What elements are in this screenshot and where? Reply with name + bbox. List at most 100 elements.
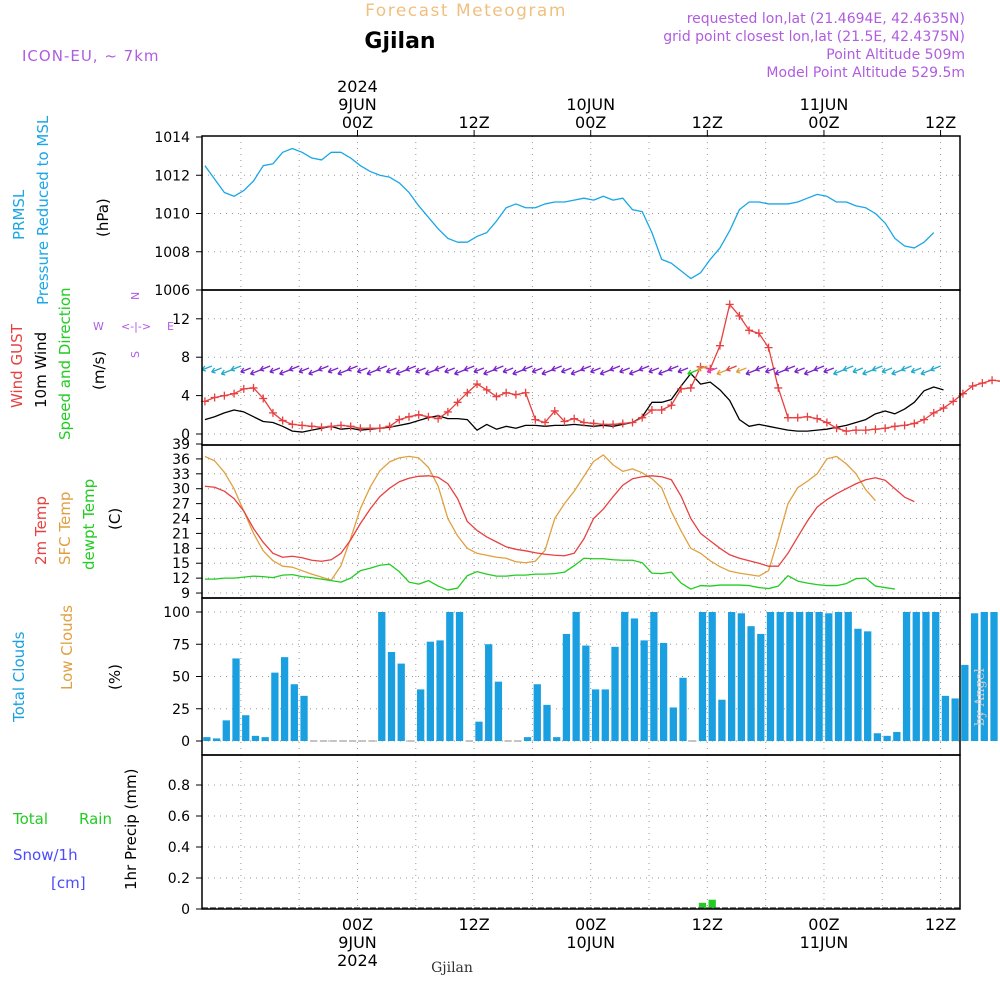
wind-arrow	[920, 369, 932, 376]
cloud-bar	[776, 612, 784, 741]
wind-ytick-label: 0	[181, 427, 190, 443]
temperature-ytick-label: 24	[172, 512, 190, 528]
gust-point	[783, 413, 792, 422]
bottom-tick-label: 00Z	[808, 915, 839, 934]
wind-arrow	[687, 369, 698, 376]
wind-arrow	[803, 369, 815, 376]
wind-arrow	[385, 367, 397, 374]
gust-point	[434, 414, 443, 423]
wind-arrow	[220, 369, 232, 376]
gust-point	[715, 341, 724, 350]
wind-arrow	[862, 369, 873, 376]
temp2m-line	[204, 475, 915, 567]
pressure-ytick-label: 1012	[154, 168, 190, 184]
temperature-ytick-label: 39	[172, 437, 190, 453]
gust-point	[414, 410, 423, 419]
cloud-bar	[523, 737, 532, 741]
gust-point	[978, 379, 987, 388]
gust-point	[939, 404, 948, 413]
pressure-ytick-label: 1010	[154, 207, 190, 223]
wind-arrow	[823, 367, 835, 374]
pressure-unit: (hPa)	[94, 198, 112, 237]
cloud-bar	[679, 677, 687, 741]
gust-point	[239, 384, 248, 393]
bottom-tick-label: 00Z	[575, 915, 606, 934]
gust-point	[278, 416, 287, 425]
gust-point	[395, 415, 404, 424]
wind-arrow	[842, 365, 854, 372]
wind-arrow	[288, 365, 300, 372]
wind-arrow	[570, 369, 582, 376]
wind-labels: Wind GUST 10m Wind Speed and Direction (…	[8, 287, 108, 440]
gust-point	[375, 424, 384, 433]
wind-arrow	[356, 367, 368, 374]
top-tick-label: 00Z	[808, 113, 839, 132]
precip-ytick-label: 0.6	[168, 809, 190, 825]
precip-ytick-label: 0.2	[168, 871, 190, 887]
gust-point	[842, 427, 851, 436]
cloud-bar	[766, 612, 775, 741]
wind-arrow	[444, 367, 456, 374]
gust-point	[997, 380, 1000, 382]
gust-point	[511, 390, 520, 399]
cloud-bar	[698, 612, 707, 741]
dewpt-label: dewpt Temp	[80, 479, 98, 570]
gust-point	[599, 420, 608, 429]
cloud-bar	[902, 612, 911, 741]
cloud-bar	[572, 612, 580, 741]
wind-series	[200, 300, 1000, 436]
cloud-bar	[747, 626, 755, 741]
gust-point	[298, 421, 307, 430]
wind-arrow	[901, 365, 912, 372]
cloud-bar	[212, 738, 221, 741]
clouds-panel: 0 25 50 75 100	[163, 598, 960, 755]
temperature-ytick-label: 33	[172, 467, 190, 483]
temperature-ytick-label: 9	[181, 586, 190, 602]
wind-arrow	[434, 365, 446, 372]
wind-arrow	[298, 367, 310, 374]
wind-arrow	[492, 365, 504, 372]
bottom-tick-label: 00Z	[342, 915, 373, 934]
gust-point	[230, 389, 239, 398]
gust-point	[443, 407, 452, 416]
credit: by Angel	[973, 668, 988, 726]
wind-arrow	[483, 369, 494, 376]
gust-point	[725, 300, 734, 309]
wind-arrow	[502, 367, 514, 374]
cloud-bar	[796, 612, 804, 741]
cloud-bar	[883, 735, 891, 741]
gust-point	[667, 401, 676, 410]
cloud-bars	[203, 612, 998, 742]
compass-n: N	[129, 292, 142, 300]
compass-arrow: <-|->	[121, 320, 151, 333]
top-tick-label: 2024	[337, 77, 378, 96]
wind-arrow	[249, 369, 261, 376]
gust-point	[764, 343, 773, 352]
gust-point	[404, 412, 413, 421]
precip-ytick-label: 0.8	[168, 778, 190, 794]
wind-arrow	[201, 365, 213, 372]
wind-arrow	[590, 367, 601, 374]
temperature-ytick-label: 27	[172, 497, 190, 513]
wind10-line	[204, 372, 944, 433]
gust-point	[968, 382, 977, 390]
cloud-bar	[990, 612, 998, 741]
precip-bars	[202, 899, 960, 909]
gust-point	[220, 391, 229, 400]
wind-arrow	[531, 367, 543, 374]
wind-arrow	[658, 369, 669, 376]
gust-point	[502, 388, 511, 397]
cloud-bar	[659, 642, 668, 741]
gust-point	[686, 383, 695, 392]
gust-point	[793, 413, 802, 422]
gust-point	[453, 398, 462, 407]
grid-point-coords: grid point closest lon,lat (21.5E, 42.43…	[663, 29, 965, 45]
temperature-series	[204, 454, 915, 591]
prmsl-label: PRMSL	[10, 189, 28, 240]
gust-point	[677, 384, 686, 393]
wind-arrow	[599, 369, 611, 376]
wind-arrow	[415, 367, 426, 374]
cloud-bar	[417, 689, 425, 741]
wind-arrow	[405, 365, 417, 372]
gust-point	[871, 425, 880, 434]
